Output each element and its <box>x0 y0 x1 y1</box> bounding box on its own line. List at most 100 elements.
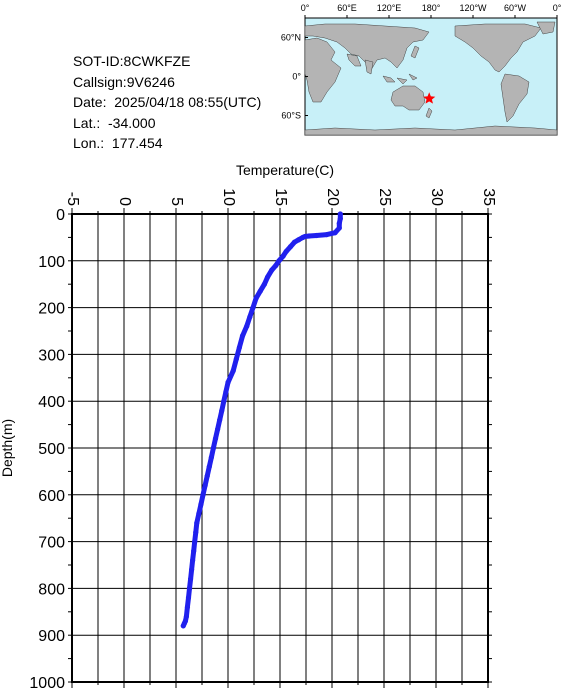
profile-point <box>217 417 223 423</box>
eurasia-land <box>304 23 430 71</box>
sot-id-label: SOT-ID:8CWKFZE <box>73 53 191 69</box>
africa-land <box>304 37 342 103</box>
x-axis-label: Temperature(C) <box>236 162 334 178</box>
australia-land <box>390 85 426 111</box>
profile-point <box>244 323 250 329</box>
profile-point <box>257 288 263 294</box>
profile-point <box>239 333 246 339</box>
map-lon-label: 0° <box>553 3 562 13</box>
x-tick-label: 10 <box>220 188 237 206</box>
profile-point <box>250 305 256 311</box>
profile-point <box>280 253 286 259</box>
indonesia-land <box>382 73 418 85</box>
profile-point <box>187 576 194 582</box>
profile-point <box>302 233 308 240</box>
profile-point <box>181 620 187 627</box>
profile-point <box>183 613 189 620</box>
map-lon-label: 60°E <box>337 3 357 13</box>
profile-point <box>269 267 275 273</box>
date-label: Date: 2025/04/18 08:55(UTC) <box>73 94 262 110</box>
x-tick-label: 35 <box>480 188 497 206</box>
y-tick-label: 600 <box>38 488 65 505</box>
profile-point <box>210 445 217 451</box>
y-tick-label: 100 <box>38 254 65 271</box>
profile-point <box>219 407 225 414</box>
y-tick-label: 0 <box>56 207 65 224</box>
profile-point <box>198 501 204 507</box>
profile-point <box>196 510 202 517</box>
profile-point <box>184 604 191 610</box>
y-tick-label: 900 <box>38 628 65 645</box>
map-lon-label: 180° <box>422 3 441 13</box>
north-america-land <box>454 23 542 73</box>
profile-point <box>230 368 236 374</box>
lat-label: Lat.: -34.000 <box>73 114 156 131</box>
plot-frame <box>68 208 492 688</box>
profile-point <box>202 482 208 489</box>
profile-point <box>189 567 195 573</box>
y-tick-label: 500 <box>38 441 65 458</box>
profile-point <box>261 281 267 287</box>
location-star-icon <box>423 92 436 104</box>
new-zealand-land <box>425 107 433 119</box>
profile-point <box>236 344 243 350</box>
profile-point <box>212 436 219 442</box>
profile-point <box>180 623 186 629</box>
x-tick-label: -5 <box>64 192 81 206</box>
profile-point <box>186 585 193 592</box>
profile-point <box>194 520 200 526</box>
map-lon-label: 120°E <box>377 3 402 13</box>
profile-point <box>215 426 221 432</box>
profile-point <box>190 557 196 563</box>
map-tick-labels: 0° 60°E 120°E 180° 120°W 60°W 0° 60°N 0° 60°S <box>281 3 562 121</box>
map-land <box>304 21 558 136</box>
y-tick-label: 800 <box>38 581 65 598</box>
profile-point <box>206 464 212 470</box>
map-lat-label: 60°S <box>281 111 301 121</box>
plot-border <box>71 213 489 683</box>
profile-point <box>291 239 298 245</box>
india-land <box>346 53 374 75</box>
greenland-land <box>536 21 556 35</box>
y-tick-labels: 0 100 200 300 400 500 600 700 800 900 1000 <box>29 207 65 690</box>
antarctica-land <box>304 125 558 136</box>
world-map: 0° 60°E 120°E 180° 120°W 60°W 0° 60°N 0° 60°S <box>281 3 562 136</box>
y-tick-label: 700 <box>38 535 65 552</box>
profile-point <box>221 398 227 404</box>
south-america-land <box>500 73 530 123</box>
profile-point <box>324 231 330 238</box>
info-panel: SOT-ID:8CWKFZE Callsign:9V6246 Date: 202… <box>73 51 261 154</box>
location-star-icon <box>423 92 436 104</box>
profile-point <box>182 618 188 624</box>
profile-point <box>253 295 259 301</box>
map-lon-label: 120°W <box>459 3 487 13</box>
map-lon-label: 60°W <box>504 3 527 13</box>
grid-lines <box>71 213 489 683</box>
profile-point <box>332 230 338 236</box>
callsign-label: Callsign:9V6246 <box>73 73 175 90</box>
profile-point <box>193 529 199 535</box>
profile-point <box>276 258 282 264</box>
profile-point <box>192 539 198 545</box>
profile-point <box>264 274 271 280</box>
profile-line <box>180 211 343 629</box>
x-tick-label: 0 <box>116 197 133 206</box>
profile-point <box>200 492 206 498</box>
profile-point <box>306 233 312 239</box>
profile-point <box>273 262 279 269</box>
x-tick-label: 25 <box>376 188 393 206</box>
profile-point <box>337 216 343 222</box>
profile-point <box>287 244 293 250</box>
temperature-profile-series <box>180 211 343 629</box>
profile-point <box>296 237 302 243</box>
x-tick-labels: -5 0 5 10 15 20 25 30 35 <box>64 188 497 206</box>
x-tick-label: 20 <box>324 188 341 206</box>
profile-point <box>233 356 239 362</box>
x-tick-label: 30 <box>428 188 445 206</box>
profile-point <box>204 473 210 479</box>
map-lat-label: 0° <box>292 72 301 82</box>
map-lon-label: 0° <box>301 3 310 13</box>
profile-point <box>225 379 231 386</box>
profile-point <box>223 389 229 395</box>
y-tick-label: 200 <box>38 301 65 318</box>
